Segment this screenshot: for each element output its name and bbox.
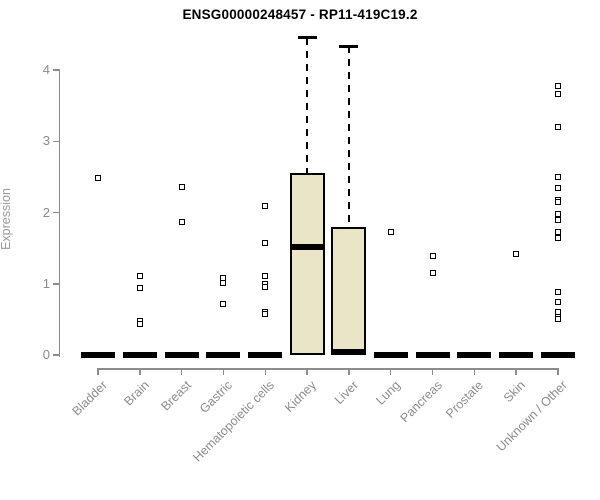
median-Liver [333, 348, 365, 355]
outlier-point [555, 184, 562, 191]
x-axis-tick [306, 369, 308, 375]
outlier-point [136, 272, 143, 279]
y-axis-tick [53, 211, 60, 214]
box-Kidney [289, 173, 325, 355]
median-bar-Skin [499, 352, 534, 358]
x-axis-tick [97, 369, 99, 375]
y-axis-line [58, 70, 60, 357]
x-axis-tick [557, 369, 559, 375]
x-axis-tick [389, 369, 392, 375]
y-axis-tick [53, 69, 60, 71]
median-bar-Hematopoietic cells [248, 352, 283, 358]
median-bar-Gastric [206, 352, 241, 358]
outlier-point [555, 228, 562, 235]
outlier-point [513, 250, 520, 257]
x-axis-tick [264, 369, 267, 375]
x-axis-tick [222, 369, 225, 375]
outlier-point [262, 284, 269, 291]
x-axis-tick [431, 369, 434, 375]
y-tick-label: 3 [42, 133, 50, 149]
x-axis-tick [348, 369, 350, 375]
outlier-point [262, 203, 269, 210]
outlier-point [555, 83, 562, 90]
y-axis-tick [53, 354, 60, 356]
y-tick-label: 0 [42, 347, 50, 362]
y-tick-label: 2 [42, 204, 50, 220]
median-bar-Brain [122, 352, 157, 358]
outlier-point [555, 91, 562, 98]
outlier-point [555, 288, 562, 295]
outlier-point [136, 285, 143, 292]
outlier-point [555, 173, 562, 180]
outlier-point [555, 124, 562, 130]
outlier-point [178, 219, 185, 226]
whisker-Kidney [305, 37, 309, 174]
outlier-point [220, 300, 227, 307]
outlier-point [429, 270, 436, 277]
x-axis-tick [139, 369, 141, 375]
x-axis-tick [180, 369, 183, 375]
median-bar-Pancreas [415, 352, 450, 358]
whisker-cap-Kidney [297, 36, 317, 40]
outlier-point [220, 280, 227, 287]
x-axis-tick [473, 369, 476, 375]
y-axis-tick [53, 283, 60, 285]
outlier-point [555, 210, 562, 217]
outlier-point [555, 235, 562, 242]
y-axis-tick [53, 140, 60, 142]
outlier-point [262, 311, 269, 318]
x-axis-line [97, 368, 560, 370]
median-bar-Lung [373, 352, 408, 358]
x-axis-tick [515, 369, 517, 375]
whisker-cap-Liver [339, 44, 359, 48]
box-Liver [331, 227, 367, 355]
whisker-Liver [347, 46, 351, 228]
outlier-point [555, 299, 562, 306]
outlier-point [262, 272, 269, 279]
median-bar-Unknown / Other [541, 352, 576, 358]
y-axis-label: Expression [0, 188, 13, 250]
outlier-point [555, 198, 562, 205]
median-bar-Prostate [457, 352, 492, 358]
outlier-point [95, 174, 101, 181]
outlier-point [387, 228, 394, 235]
median-Kidney [291, 243, 323, 250]
median-bar-Bladder [81, 352, 115, 358]
outlier-point [262, 240, 269, 247]
outlier-point [555, 216, 562, 223]
median-bar-Breast [164, 352, 199, 358]
chart-title: ENSG00000248457 - RP11-419C19.2 [182, 7, 418, 22]
outlier-point [555, 316, 562, 323]
y-tick-label: 4 [42, 62, 50, 77]
y-tick-label: 1 [42, 275, 50, 291]
outlier-point [178, 183, 185, 190]
outlier-point [136, 321, 143, 328]
outlier-point [429, 252, 436, 259]
